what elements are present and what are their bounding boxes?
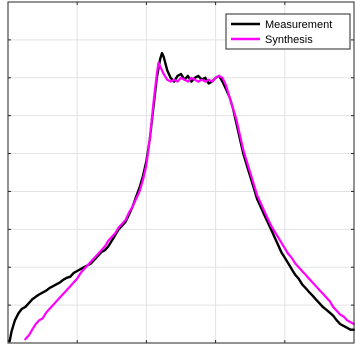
series-line-synthesis bbox=[24, 61, 355, 341]
legend-box bbox=[225, 13, 351, 50]
grid-lines bbox=[8, 2, 354, 343]
axis-ticks bbox=[7, 1, 355, 344]
legend-label-measurement: Measurement bbox=[265, 19, 332, 31]
legend: Measurement Synthesis bbox=[225, 13, 351, 50]
plot-area-border bbox=[7, 1, 355, 344]
series-line-measurement bbox=[8, 51, 355, 343]
series-lines bbox=[8, 51, 355, 343]
legend-label-synthesis: Synthesis bbox=[265, 34, 313, 46]
